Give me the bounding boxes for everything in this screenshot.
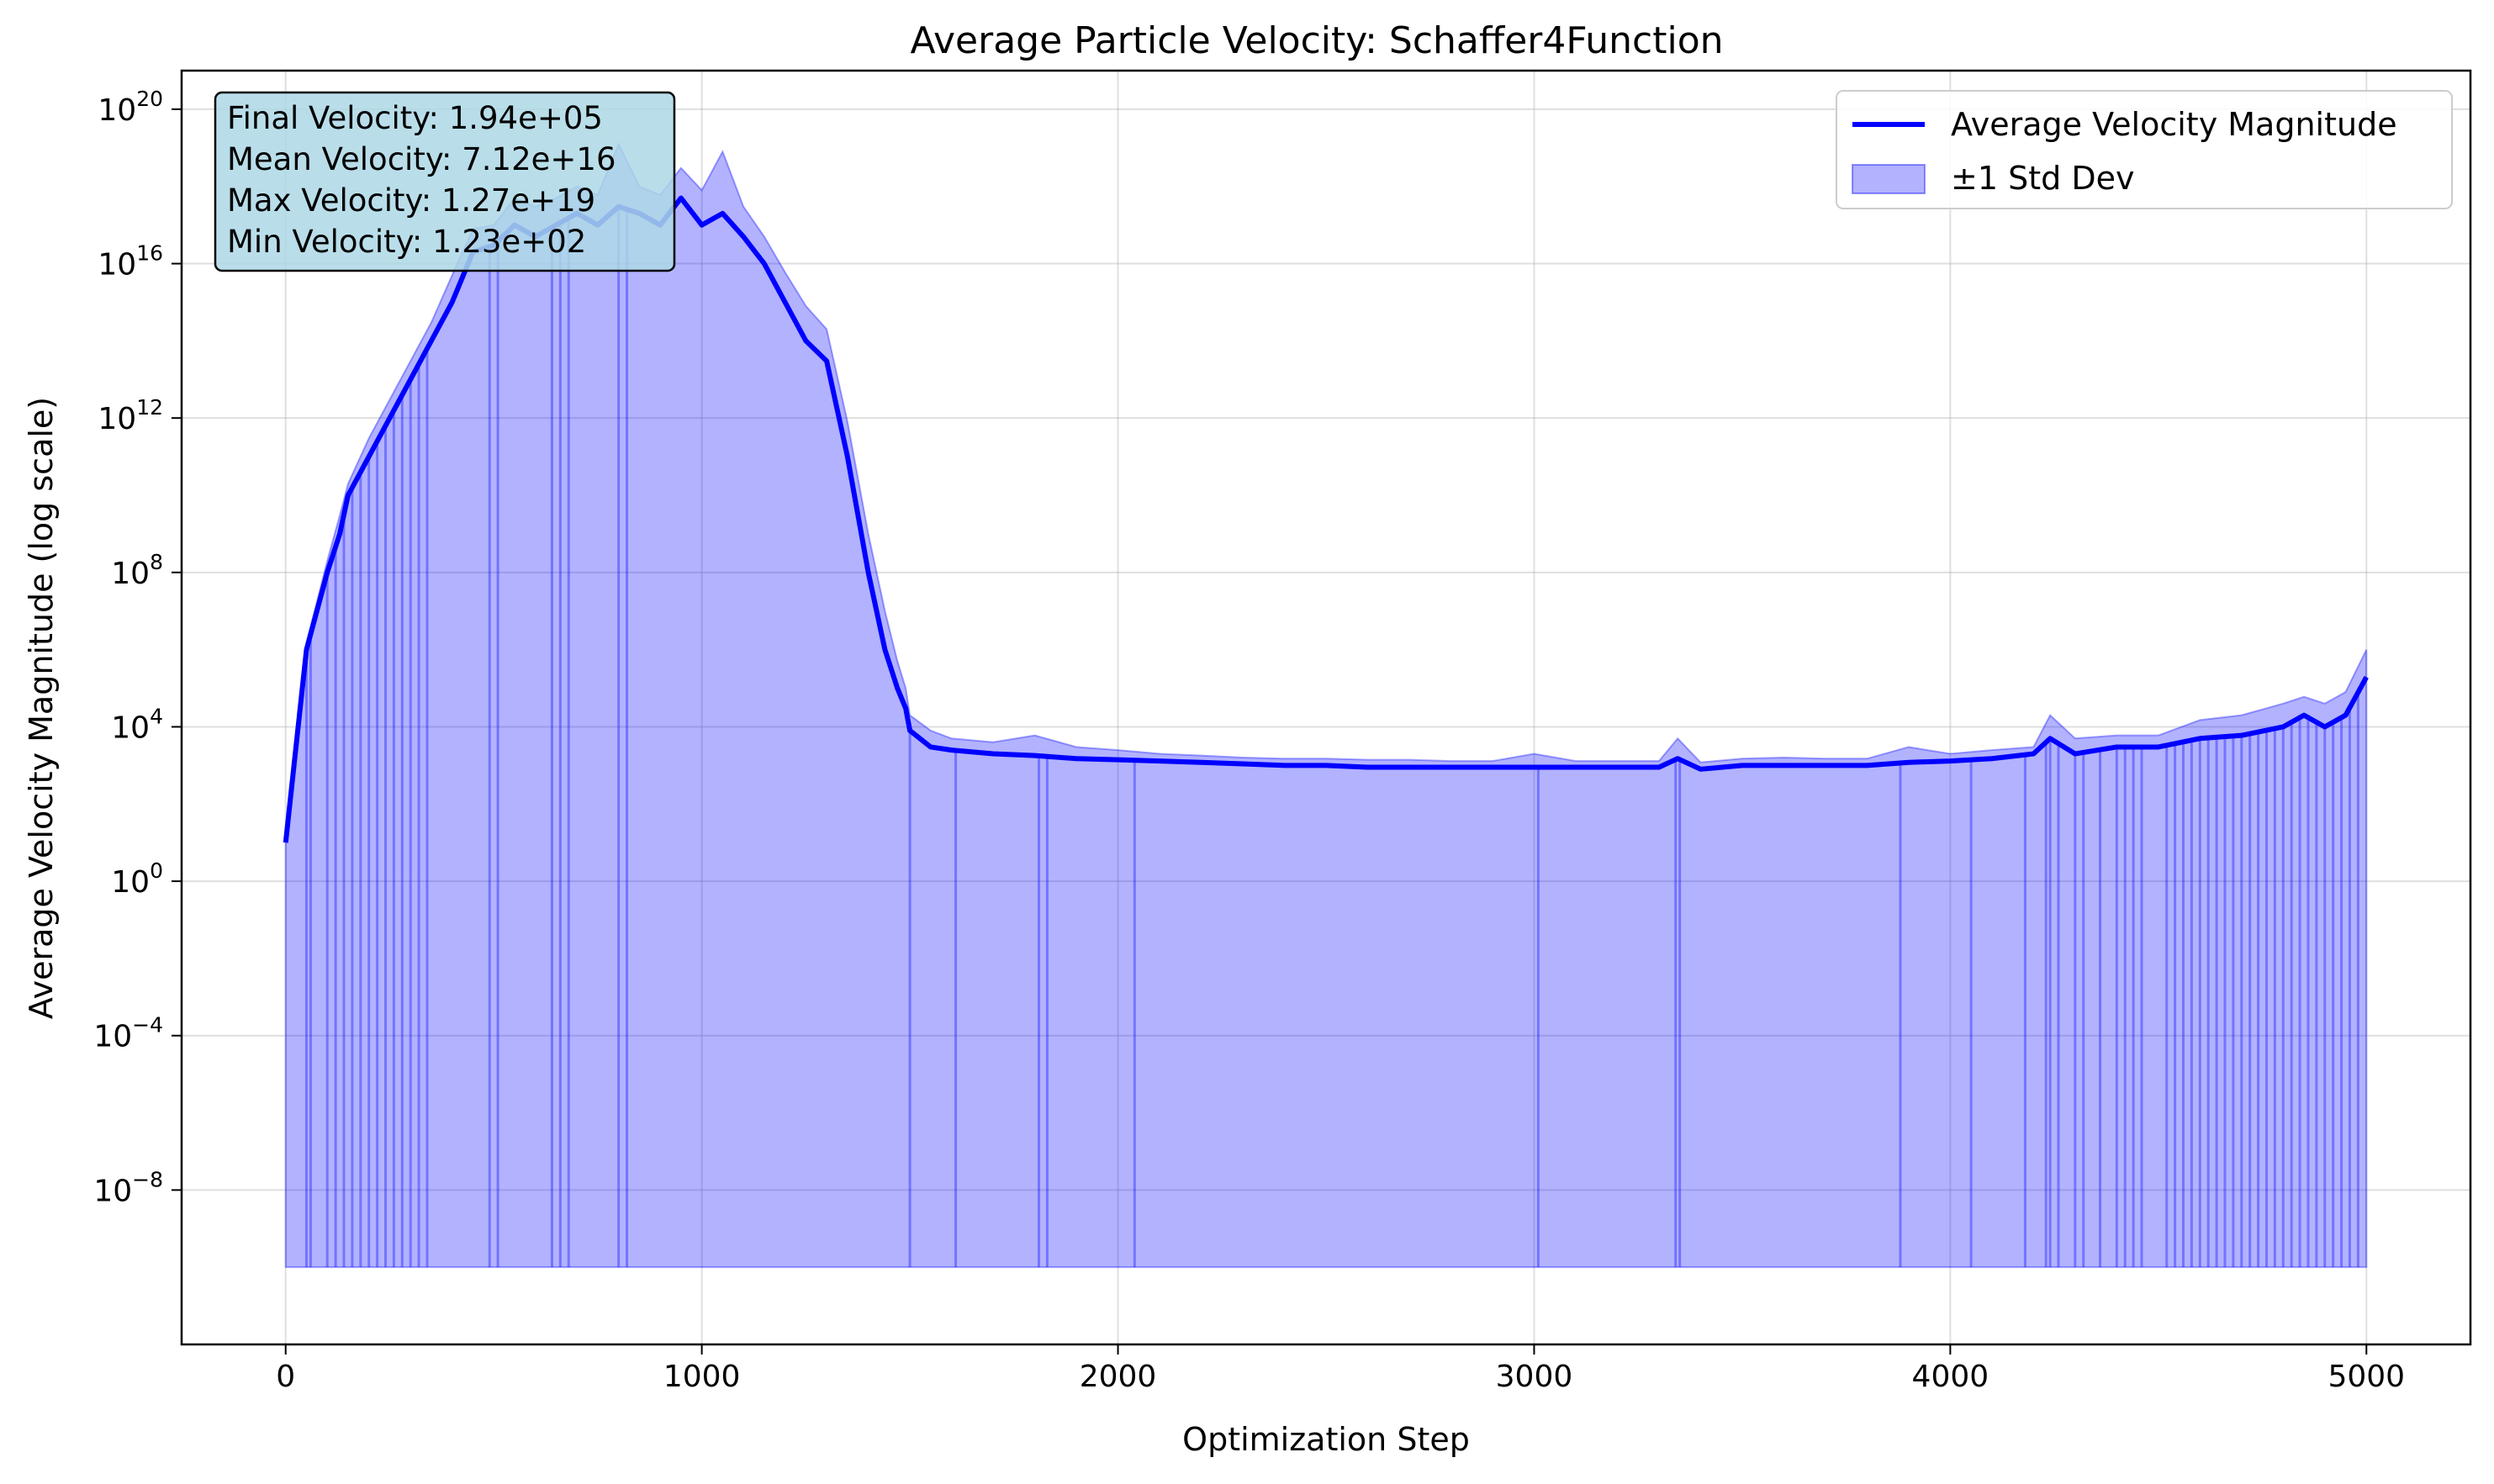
x-tick-label-2: 2000 bbox=[1080, 1360, 1157, 1394]
x-tick-label-4: 4000 bbox=[1912, 1360, 1989, 1394]
y-tick-label-7: 1020 bbox=[98, 87, 163, 128]
stats-max-velocity: Max Velocity: 1.27e+19 bbox=[227, 182, 595, 219]
stats-mean-velocity: Mean Velocity: 7.12e+16 bbox=[227, 141, 616, 177]
y-tick-label-3: 104 bbox=[111, 704, 163, 745]
x-axis-label: Optimization Step bbox=[1182, 1421, 1470, 1458]
stats-box-background bbox=[214, 91, 676, 272]
legend-frame bbox=[1836, 90, 2453, 209]
y-axis: 10−8 10−4 100 104 108 1012 1016 1020 bbox=[93, 87, 182, 1208]
chart-title: Average Particle Velocity: Schaffer4Func… bbox=[910, 19, 1723, 62]
x-tick-label-0: 0 bbox=[276, 1360, 295, 1394]
legend: Average Velocity Magnitude ±1 Std Dev bbox=[1836, 90, 2453, 209]
y-tick-label-0: 10−8 bbox=[93, 1167, 163, 1208]
y-tick-label-4: 108 bbox=[111, 550, 163, 591]
x-axis: 0 1000 2000 3000 4000 5000 bbox=[276, 1344, 2405, 1394]
legend-swatch-band bbox=[1852, 164, 1926, 194]
x-tick-label-3: 3000 bbox=[1496, 1360, 1573, 1394]
y-tick-label-2: 100 bbox=[111, 858, 163, 900]
stats-final-velocity: Final Velocity: 1.94e+05 bbox=[227, 100, 603, 136]
grid-lines bbox=[182, 71, 2470, 1344]
legend-label-velocity: Average Velocity Magnitude bbox=[1951, 106, 2397, 143]
y-tick-label-6: 1016 bbox=[98, 241, 163, 283]
std-dev-band bbox=[284, 141, 2368, 1269]
plot-frame bbox=[180, 69, 2472, 1346]
y-tick-label-1: 10−4 bbox=[93, 1013, 163, 1054]
x-tick-label-1: 1000 bbox=[663, 1360, 741, 1394]
stats-min-velocity: Min Velocity: 1.23e+02 bbox=[227, 224, 586, 260]
stats-box: Final Velocity: 1.94e+05 Mean Velocity: … bbox=[214, 91, 676, 272]
y-tick-label-5: 1012 bbox=[98, 395, 163, 436]
legend-label-std-dev: ±1 Std Dev bbox=[1951, 160, 2134, 197]
y-axis-label: Average Velocity Magnitude (log scale) bbox=[23, 397, 60, 1019]
x-tick-label-5: 5000 bbox=[2328, 1360, 2405, 1394]
